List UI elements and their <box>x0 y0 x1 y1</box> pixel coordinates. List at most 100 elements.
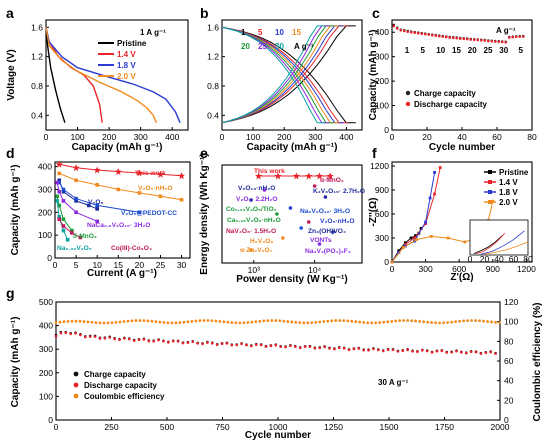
data-point <box>472 38 476 42</box>
series-label: K₂V₆O₁₆· 2.7H₂O <box>313 188 365 195</box>
series-label: V₂O₅ <box>88 199 103 206</box>
rate-segment-label: 5 <box>519 46 524 55</box>
data-point <box>469 38 473 41</box>
capacity-point <box>225 342 229 345</box>
rate-unit: A g⁻¹ <box>294 42 314 51</box>
efficiency-point <box>486 320 489 323</box>
capacity-point <box>391 348 395 352</box>
capacity-point <box>230 343 234 347</box>
x-tick-label: 20 <box>135 260 145 270</box>
y-tick-label: 0 <box>47 253 52 263</box>
capacity-point <box>377 348 380 352</box>
x-axis-label: Power density (W Kg⁻¹) <box>236 274 347 285</box>
data-point <box>409 30 413 34</box>
x-tick-label: 1750 <box>435 422 454 432</box>
inset-tick-label: 80 <box>523 254 533 264</box>
capacity-point <box>279 345 282 349</box>
efficiency-point <box>334 319 338 322</box>
efficiency-point <box>158 320 162 324</box>
y-tick-label: 200 <box>38 207 52 217</box>
rate-segment-label: 1 <box>405 46 410 55</box>
data-point <box>491 199 495 203</box>
efficiency-point <box>54 321 58 325</box>
capacity-point <box>69 332 72 336</box>
y-axis-label: Energy density (Wh Kg⁻¹) <box>199 153 210 274</box>
efficiency-point <box>390 319 394 323</box>
y2-tick-label: 80 <box>504 336 514 346</box>
y-tick-label: 300 <box>375 233 389 243</box>
efficiency-point <box>494 320 497 324</box>
x-tick-label: 60 <box>492 132 502 142</box>
series-line <box>391 172 436 263</box>
data-point <box>441 35 445 38</box>
capacity-point <box>152 339 155 343</box>
data-point <box>390 260 394 264</box>
capacity-point <box>313 347 317 350</box>
legend-label: 2.0 V <box>499 198 518 207</box>
data-point <box>415 238 419 241</box>
rate-label: 15 <box>292 28 301 37</box>
rate-annotation: 30 A g⁻¹ <box>378 378 409 387</box>
capacity-point <box>201 342 204 346</box>
rate-segment-label: 10 <box>436 46 445 55</box>
y-tick-label: 0.4 <box>207 110 219 120</box>
series-label: V₆O₁₃·nH₂O <box>238 185 275 192</box>
data-point <box>179 197 184 202</box>
legend-label: 1.8 V <box>117 61 136 70</box>
plot-frame <box>221 19 363 131</box>
capacity-point <box>210 342 214 345</box>
efficiency-point <box>466 319 469 323</box>
reference-point <box>262 188 267 192</box>
data-point <box>424 220 427 224</box>
capacity-point <box>401 349 405 353</box>
efficiency-point <box>214 319 218 323</box>
capacity-point <box>235 343 239 347</box>
efficiency-point <box>78 319 82 323</box>
legend-label: 1.4 V <box>117 50 136 59</box>
capacity-point <box>132 339 136 342</box>
efficiency-point <box>410 319 414 323</box>
data-point <box>61 187 66 192</box>
capacity-point <box>479 352 483 355</box>
x-tick-label: 200 <box>102 132 116 142</box>
capacity-point <box>367 348 370 352</box>
capacity-point <box>333 347 336 351</box>
panel-letter-e: e <box>200 145 208 161</box>
y2-tick-label: 120 <box>504 297 518 307</box>
y-tick-label: 0 <box>384 125 389 135</box>
x-tick-label: 0 <box>220 132 225 142</box>
series-label: V₂O₅@PEDOT-CC <box>121 210 177 217</box>
x-tick-label: 15 <box>114 260 124 270</box>
inset-line <box>475 232 506 255</box>
panel-letter-b: b <box>200 5 209 21</box>
capacity-point <box>88 335 92 338</box>
y2-tick-label: 100 <box>504 317 518 327</box>
inset-line <box>473 235 503 255</box>
x-tick-label: 300 <box>308 132 322 142</box>
efficiency-point <box>186 320 190 324</box>
efficiency-point <box>378 321 382 324</box>
efficiency-point <box>174 321 178 325</box>
data-point <box>55 194 59 199</box>
panel-letter-f: f <box>372 145 377 161</box>
panel-letter-g: g <box>6 285 15 301</box>
efficiency-point <box>218 319 222 323</box>
efficiency-point <box>314 320 318 324</box>
capacity-point <box>386 348 390 352</box>
efficiency-point <box>434 321 438 325</box>
legend-label: Pristine <box>499 168 529 177</box>
data-point <box>135 169 143 177</box>
efficiency-point <box>62 320 66 324</box>
capacity-point <box>347 348 351 352</box>
efficiency-point <box>442 321 446 325</box>
reference-point <box>275 212 279 216</box>
capacity-point <box>323 345 326 349</box>
reference-point <box>249 248 253 252</box>
x-axis-label: Current (A g⁻¹) <box>87 268 157 279</box>
y-tick-label: 0.4 <box>31 110 43 120</box>
data-point <box>429 235 433 238</box>
x-tick-label: 500 <box>160 422 174 432</box>
inset-tick-label: 0 <box>468 254 473 264</box>
capacity-point <box>259 343 263 347</box>
